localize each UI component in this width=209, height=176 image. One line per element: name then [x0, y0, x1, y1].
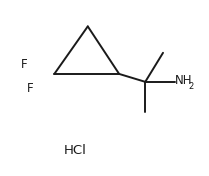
- Text: NH: NH: [175, 74, 192, 87]
- Text: HCl: HCl: [64, 144, 87, 157]
- Text: 2: 2: [189, 82, 194, 91]
- Text: F: F: [21, 58, 27, 71]
- Text: F: F: [27, 82, 34, 95]
